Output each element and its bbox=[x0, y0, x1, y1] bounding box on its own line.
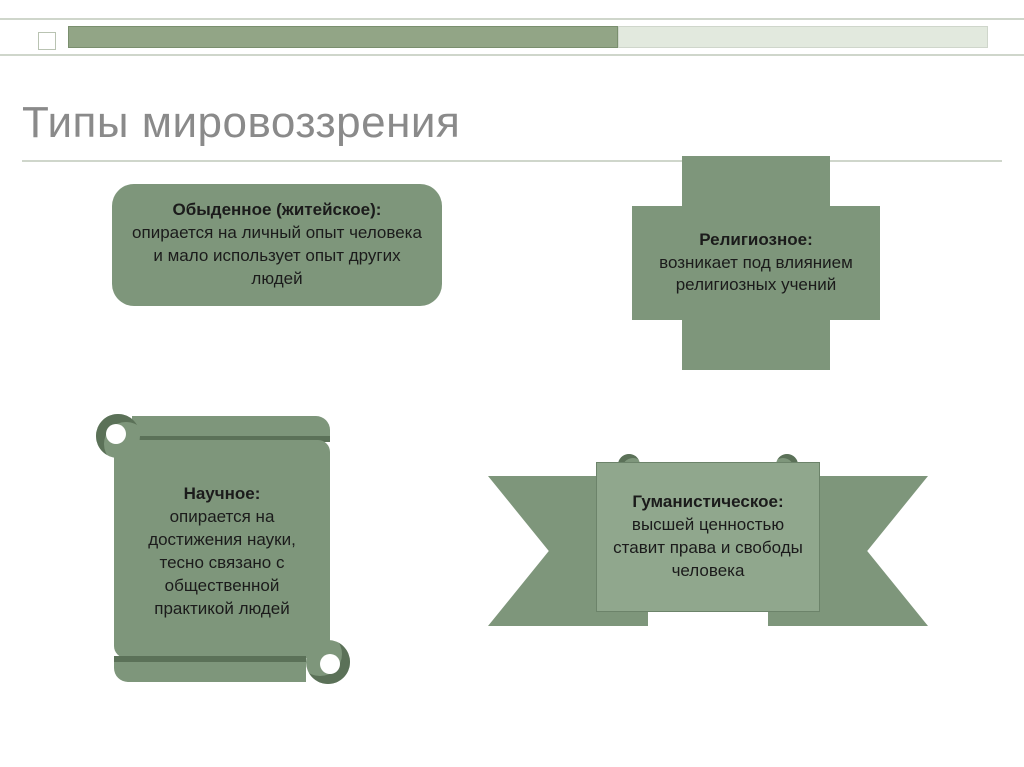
header-line-top bbox=[0, 18, 1024, 20]
header-bar-dark bbox=[68, 26, 618, 48]
box-everyday-body: опирается на личный опыт человека и мало… bbox=[128, 222, 426, 291]
box-religious: Религиозное: возникает под влиянием рели… bbox=[632, 156, 880, 370]
scroll-bottom-bar bbox=[114, 656, 306, 682]
box-humanistic: Гуманистическое: высшей ценностью ставит… bbox=[488, 462, 928, 640]
box-religious-heading: Религиозное: bbox=[699, 229, 813, 252]
header-square-icon bbox=[38, 32, 56, 50]
box-scientific-text: Научное: опирается на достижения науки, … bbox=[118, 452, 326, 652]
header-bar-light bbox=[618, 26, 988, 48]
box-scientific-body: опирается на достижения науки, тесно свя… bbox=[126, 506, 318, 621]
scroll-top-bar bbox=[132, 416, 330, 442]
page-title: Типы мировоззрения bbox=[22, 98, 460, 148]
box-scientific-heading: Научное: bbox=[184, 483, 261, 506]
box-humanistic-body: высшей ценностью ставит права и свободы … bbox=[607, 514, 809, 583]
header-line-bottom bbox=[0, 54, 1024, 56]
box-everyday-heading: Обыденное (житейское): bbox=[173, 199, 382, 222]
box-religious-body: возникает под влиянием религиозных учени… bbox=[646, 252, 866, 298]
box-humanistic-heading: Гуманистическое: bbox=[632, 491, 783, 514]
scroll-bottom-curl-hole bbox=[320, 654, 340, 674]
box-religious-text: Религиозное: возникает под влиянием рели… bbox=[632, 156, 880, 370]
header-decoration bbox=[0, 18, 1024, 56]
box-humanistic-text: Гуманистическое: высшей ценностью ставит… bbox=[596, 462, 820, 612]
box-scientific: Научное: опирается на достижения науки, … bbox=[102, 416, 362, 682]
box-everyday: Обыденное (житейское): опирается на личн… bbox=[112, 184, 442, 306]
scroll-top-curl-hole bbox=[106, 424, 126, 444]
